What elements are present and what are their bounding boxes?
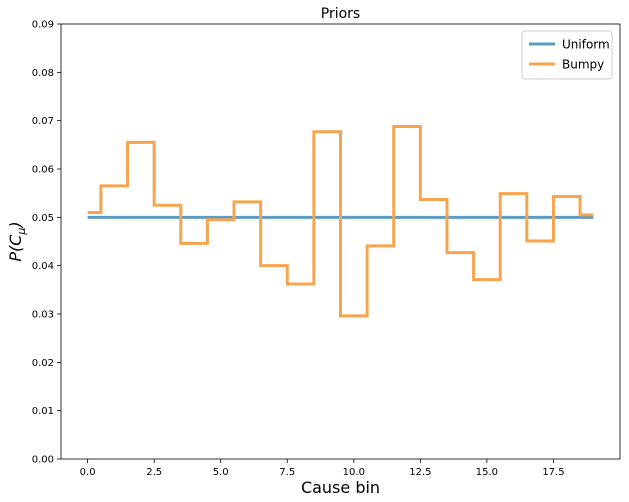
y-axis-title-main: P(C [6,234,25,262]
x-tick-label: 5.0 [213,467,229,478]
legend-label-bumpy: Bumpy [562,58,604,72]
y-tick-label: 0.01 [32,406,54,417]
y-axis-title-end: ) [6,221,25,228]
y-tick-label: 0.07 [32,116,54,127]
y-tick-label: 0.04 [32,261,54,272]
x-tick-label: 10.0 [343,467,365,478]
x-tick-label: 7.5 [279,467,295,478]
x-tick-label: 2.5 [146,467,162,478]
y-tick-label: 0.06 [32,165,54,176]
y-tick-label: 0.02 [32,358,54,369]
x-tick-label: 0.0 [80,467,96,478]
plot-frame [60,23,621,460]
x-tick-label: 15.0 [476,467,498,478]
y-axis-title-subscript: μ [15,228,28,236]
legend-label-uniform: Uniform [562,38,610,52]
x-tick-label: 12.5 [409,467,431,478]
y-tick-label: 0.09 [32,20,54,31]
chart-title: Priors [321,6,360,22]
plot-series [87,124,594,318]
y-tick-label: 0.08 [32,68,54,79]
x-axis-ticks: 0.0 2.5 5.0 7.5 10.0 12.5 15.0 17.5 [80,459,565,478]
x-axis-title: Cause bin [301,478,380,497]
y-axis-title: P(Cμ) [6,221,28,261]
y-axis-ticks: 0.00 0.01 0.02 0.03 0.04 0.05 0.06 0.07 0.08 0.09 [32,20,61,466]
series-line-bumpy [87,124,594,318]
legend: Uniform Bumpy [521,30,613,80]
y-tick-label: 0.05 [32,213,54,224]
x-tick-label: 17.5 [542,467,564,478]
y-tick-label: 0.00 [32,455,54,466]
y-tick-label: 0.03 [32,310,54,321]
